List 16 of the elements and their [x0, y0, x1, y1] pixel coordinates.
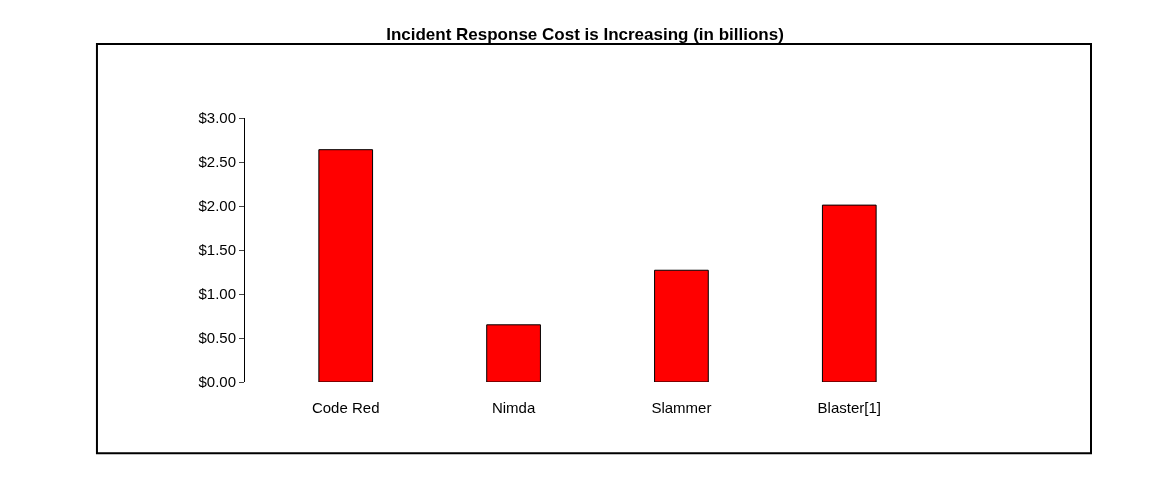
y-tick-label: $0.50 — [198, 329, 236, 347]
bar — [318, 149, 374, 382]
chart-title: Incident Response Cost is Increasing (in billions) — [386, 24, 784, 44]
y-tick-label: $1.00 — [198, 285, 236, 303]
y-tick-label: $0.00 — [198, 373, 236, 391]
bar — [654, 269, 709, 382]
bar — [821, 204, 877, 382]
y-tick-label: $2.50 — [198, 153, 236, 171]
y-tick-label: $1.50 — [198, 241, 236, 259]
x-tick-label: Code Red — [311, 399, 380, 416]
x-tick-label: Nimda — [491, 399, 536, 416]
y-tick-label: $3.00 — [198, 109, 236, 127]
x-tick-label: Blaster[1] — [817, 399, 881, 416]
y-tick-label: $2.00 — [198, 197, 236, 215]
bar — [486, 324, 541, 382]
x-tick-label: Slammer — [651, 399, 712, 416]
